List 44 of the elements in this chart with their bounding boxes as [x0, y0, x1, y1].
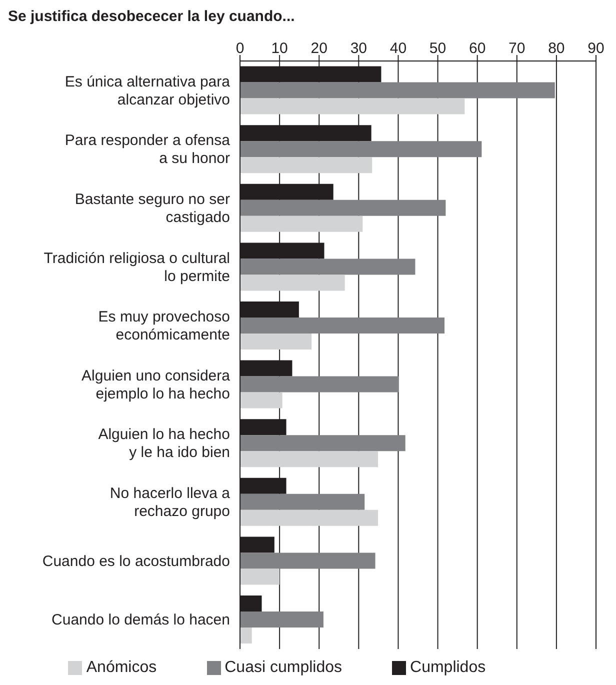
y-tick-label: Tradición religiosa o cultural lo permite [44, 249, 230, 284]
y-tick-label: Es única alternativa para alcanzar objetivo [64, 72, 231, 108]
x-tick-label: 70 [508, 40, 526, 57]
bar [240, 510, 378, 526]
bar [240, 82, 555, 98]
x-tick-label: 30 [350, 40, 368, 57]
bar [240, 258, 416, 275]
chart-title: Se justifica desobececer la ley cuando... [8, 8, 296, 25]
y-tick-label: Cuando es lo acostumbrado [42, 552, 230, 570]
x-tick-label: 40 [390, 40, 407, 57]
bar [240, 552, 376, 569]
bar [240, 568, 280, 585]
bar [240, 376, 399, 392]
bar [240, 611, 324, 628]
y-tick-label: No hacerlo lleva a rechazo grupo [110, 484, 231, 520]
legend-label: Cumplidos [410, 659, 486, 676]
bar [240, 494, 365, 510]
y-tick-label: Alguien uno considera ejemplo lo ha hecho [82, 366, 231, 402]
bar [240, 392, 282, 408]
y-tick-label: Bastante seguro no ser castigado [74, 190, 230, 226]
legend-label: Anómicos [86, 659, 157, 676]
bar [240, 317, 444, 334]
bar [240, 141, 482, 158]
legend-label: Cuasi cumplidos [224, 659, 342, 676]
x-tick-label: 60 [468, 40, 486, 57]
x-tick-label: 50 [429, 40, 446, 57]
bar [240, 435, 406, 452]
y-tick-label: Cuando lo demás lo hacen [52, 611, 230, 628]
bar [240, 274, 345, 291]
x-tick-label: 0 [236, 40, 244, 57]
bar [240, 627, 252, 644]
bar [240, 333, 312, 350]
x-tick-label: 80 [548, 40, 565, 57]
y-tick-label: Para responder a ofensa a su honor [64, 132, 231, 167]
bar [240, 216, 363, 232]
x-tick-label: 20 [310, 40, 328, 57]
x-tick-label: 90 [588, 40, 604, 57]
y-tick-label: Alguien lo ha hecho y le ha ido bien [98, 426, 230, 461]
y-tick-label: Es muy provechoso económicamente [98, 308, 230, 344]
bar [240, 451, 378, 468]
bar [240, 200, 446, 216]
bar [240, 98, 465, 114]
bar [240, 157, 372, 174]
x-tick-label: 10 [271, 40, 288, 57]
